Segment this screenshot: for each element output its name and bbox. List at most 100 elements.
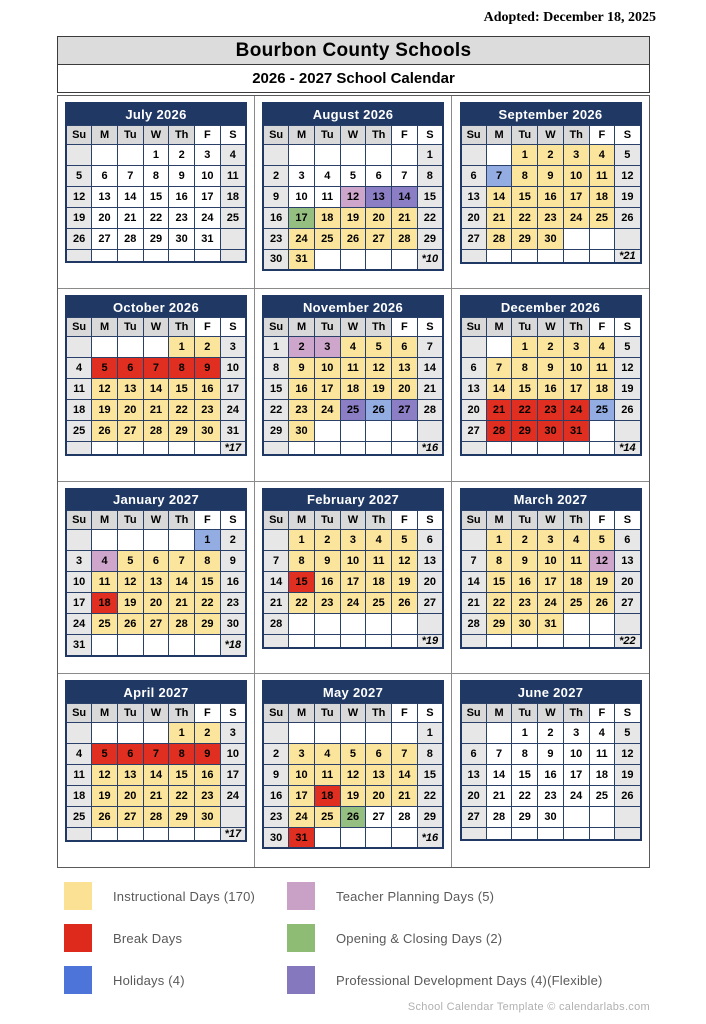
day-cell: 22 <box>142 206 170 229</box>
empty-cell <box>365 721 393 744</box>
day-cell: 28 <box>168 613 196 635</box>
day-cell: 18 <box>588 185 616 208</box>
day-cell: 20 <box>116 784 144 807</box>
day-cell: 11 <box>562 550 590 572</box>
empty-cell <box>614 613 641 635</box>
day-cell: 28 <box>142 805 170 828</box>
weekday-header-th: Th <box>168 702 196 723</box>
day-cell: 13 <box>460 378 487 401</box>
day-cell: 17 <box>562 185 590 208</box>
day-cell: 16 <box>537 378 564 401</box>
day-cell: 4 <box>313 164 341 187</box>
day-cell: 9 <box>511 550 539 572</box>
weekday-header-f: F <box>194 124 221 145</box>
empty-cell <box>365 420 393 443</box>
empty-cell <box>588 227 616 250</box>
day-cell: 24 <box>562 206 590 229</box>
month-table-august-2026: August 2026 Su M Tu W Th F S 1 2 3 4 5 6 7 8 9 10 11 12 13 14… <box>262 102 444 271</box>
day-cell: 12 <box>65 185 93 208</box>
day-cell: 24 <box>537 592 564 614</box>
empty-cell <box>562 805 590 828</box>
empty-cell <box>460 336 487 359</box>
month-table-november-2026: November 2026 Su M Tu W Th F S 1 2 3 4 5 6 7 8 9 10 11 12 13… <box>262 294 444 457</box>
day-cell: 1 <box>262 336 290 359</box>
day-cell: 29 <box>416 805 444 828</box>
empty-cell <box>391 143 418 166</box>
day-cell: 16 <box>262 206 290 229</box>
empty-cell <box>65 248 93 263</box>
day-cell: 9 <box>262 185 290 208</box>
weekday-header-tu: Tu <box>116 702 144 723</box>
day-cell: 8 <box>416 164 444 187</box>
day-cell: 12 <box>116 571 144 593</box>
day-cell: 10 <box>194 164 221 187</box>
empty-cell <box>339 248 367 271</box>
empty-cell <box>288 634 315 649</box>
day-cell: 14 <box>142 763 170 786</box>
opening-closing-days-swatch <box>287 924 315 952</box>
day-cell: 9 <box>194 357 221 380</box>
day-cell: 15 <box>511 185 539 208</box>
day-cell: 7 <box>391 164 418 187</box>
weekday-header-tu: Tu <box>313 317 341 338</box>
empty-cell <box>485 634 513 649</box>
empty-cell <box>416 420 444 443</box>
day-cell: 2 <box>194 336 221 359</box>
day-cell: 5 <box>116 550 144 572</box>
month-panel-december-2026: December 2026 Su M Tu W Th F S 1 2 3 4 5 6 7 8 9 10 11 12 13… <box>452 289 649 482</box>
day-cell: 26 <box>91 420 118 443</box>
day-cell: 26 <box>65 227 93 250</box>
month-table-april-2027: April 2027 Su M Tu W Th F S 1 2 3 4 5 6 7 8 9 10 11 12 13 14 1… <box>65 680 247 842</box>
day-cell: 13 <box>91 185 118 208</box>
day-cell: 11 <box>219 164 247 187</box>
weekday-header-m: M <box>91 510 118 530</box>
day-cell: 23 <box>262 227 290 250</box>
weekday-header-s: S <box>416 124 444 145</box>
day-cell: 2 <box>537 721 564 744</box>
empty-cell <box>391 721 418 744</box>
weekday-header-su: Su <box>65 317 93 338</box>
day-cell: 18 <box>365 571 393 593</box>
day-cell: 10 <box>562 164 590 187</box>
day-cell: 17 <box>219 763 247 786</box>
day-cell: 3 <box>219 721 247 744</box>
empty-cell <box>460 441 487 456</box>
day-cell: 26 <box>614 399 641 422</box>
day-cell: 3 <box>313 336 341 359</box>
day-cell: 20 <box>614 571 641 593</box>
day-cell: 3 <box>339 529 367 551</box>
empty-cell <box>142 441 170 456</box>
weekday-header-s: S <box>614 510 641 530</box>
day-cell: 1 <box>168 336 196 359</box>
day-cell: 27 <box>460 420 487 443</box>
legend-item-instructional: Instructional Days (170) <box>64 882 255 910</box>
day-cell: 1 <box>194 529 221 551</box>
empty-cell <box>562 248 590 263</box>
day-cell: 31 <box>65 634 93 656</box>
day-cell: 30 <box>194 805 221 828</box>
empty-cell <box>65 336 93 359</box>
weekday-header-m: M <box>485 702 513 723</box>
weekday-header-m: M <box>288 702 315 723</box>
empty-cell <box>460 634 487 649</box>
day-cell: 23 <box>168 206 196 229</box>
day-cell: 27 <box>460 805 487 828</box>
day-cell: 8 <box>168 742 196 765</box>
day-cell: 28 <box>460 613 487 635</box>
empty-cell <box>511 248 539 263</box>
day-cell: 8 <box>511 742 539 765</box>
day-cell: 2 <box>194 721 221 744</box>
day-cell: 24 <box>219 399 247 422</box>
day-cell: 27 <box>614 592 641 614</box>
day-cell: 31 <box>288 826 315 849</box>
month-title: April 2027 <box>65 680 247 704</box>
empty-cell <box>537 441 564 456</box>
day-cell: 2 <box>168 143 196 166</box>
empty-cell <box>142 529 170 551</box>
empty-cell <box>537 634 564 649</box>
day-cell: 22 <box>511 784 539 807</box>
month-panel-october-2026: October 2026 Su M Tu W Th F S 1 2 3 4 5 6 7 8 9 10 11 12 13 1… <box>58 288 255 482</box>
day-cell: 24 <box>288 805 315 828</box>
day-cell: 9 <box>537 742 564 765</box>
day-cell: 21 <box>168 592 196 614</box>
